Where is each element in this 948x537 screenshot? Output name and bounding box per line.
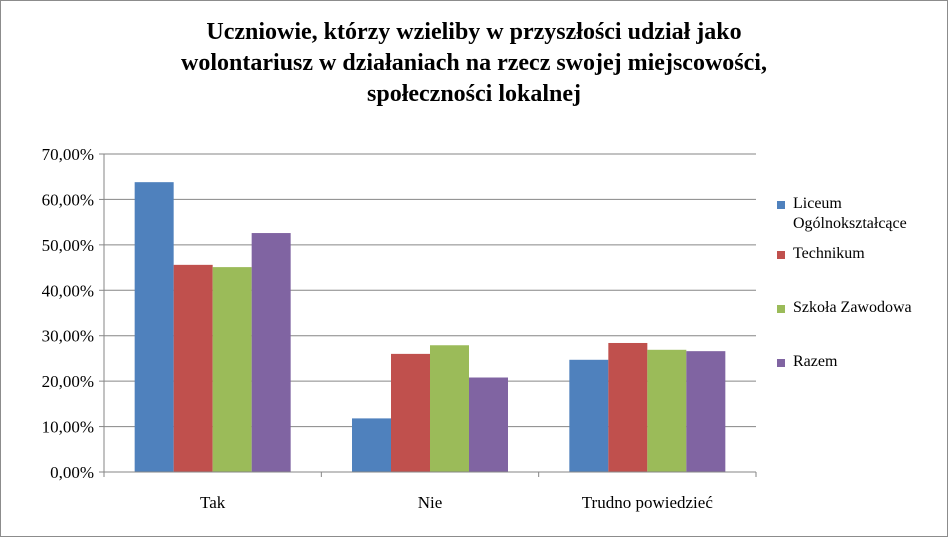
bar-razem-2 xyxy=(686,351,726,472)
legend-item-technikum: Technikum xyxy=(777,244,945,264)
y-tick-label: 50,00% xyxy=(42,236,94,255)
bar-technikum-1 xyxy=(391,353,430,472)
bar-liceum-og-lnokszta-c-ce-2 xyxy=(569,359,609,472)
chart-title-line-3: społeczności lokalnej xyxy=(367,81,581,107)
bar-szko-a-zawodowa-0 xyxy=(212,267,252,472)
x-tick-label: Trudno powiedzieć xyxy=(582,493,714,512)
legend-item-szkola-zawodowa: Szkoła Zawodowa xyxy=(777,298,945,318)
bar-liceum-og-lnokszta-c-ce-0 xyxy=(134,182,174,472)
legend-swatch-razem xyxy=(777,359,785,367)
x-tick-label: Tak xyxy=(200,493,226,512)
legend-label-liceum: Liceum Ogólnokształcące xyxy=(793,195,907,232)
bar-szko-a-zawodowa-2 xyxy=(647,349,687,472)
legend-swatch-liceum xyxy=(777,201,785,209)
axes: 0,00% 10,00% 20,00% 30,00% 40,00% 50,00% 60,00… xyxy=(42,145,757,512)
bar-liceum-og-lnokszta-c-ce-1 xyxy=(352,418,391,472)
bar-technikum-0 xyxy=(173,264,213,472)
chart-title-line-2: wolontariusz w działaniach na rzecz swoj… xyxy=(181,50,767,76)
y-tick-label: 40,00% xyxy=(42,281,94,300)
y-tick-label: 30,00% xyxy=(42,327,94,346)
y-tick-label: 70,00% xyxy=(42,145,94,164)
legend-item-liceum: Liceum Ogólnokształcące xyxy=(777,194,945,234)
legend-swatch-technikum xyxy=(777,251,785,259)
chart-title: Uczniowie, którzy wzieliby w przyszłości… xyxy=(1,17,947,110)
legend-swatch-szkola-zawodowa xyxy=(777,305,785,313)
y-tick-label: 60,00% xyxy=(42,190,94,209)
legend-label-razem: Razem xyxy=(793,353,838,370)
chart-title-line-1: Uczniowie, którzy wzieliby w przyszłości… xyxy=(206,19,742,45)
legend-label-szkola-zawodowa: Szkoła Zawodowa xyxy=(793,299,912,316)
y-tick-label: 10,00% xyxy=(42,418,94,437)
bars xyxy=(134,182,726,472)
y-tick-label: 20,00% xyxy=(42,372,94,391)
legend-label-technikum: Technikum xyxy=(793,245,865,262)
y-tick-label: 0,00% xyxy=(50,463,94,482)
legend-item-razem: Razem xyxy=(777,352,945,372)
bar-razem-1 xyxy=(469,377,508,472)
legend: Liceum Ogólnokształcące Technikum Szkoła… xyxy=(777,194,945,372)
bar-szko-a-zawodowa-1 xyxy=(430,345,469,472)
bar-razem-0 xyxy=(251,233,291,472)
x-tick-label: Nie xyxy=(418,493,443,512)
bar-technikum-2 xyxy=(608,342,648,472)
